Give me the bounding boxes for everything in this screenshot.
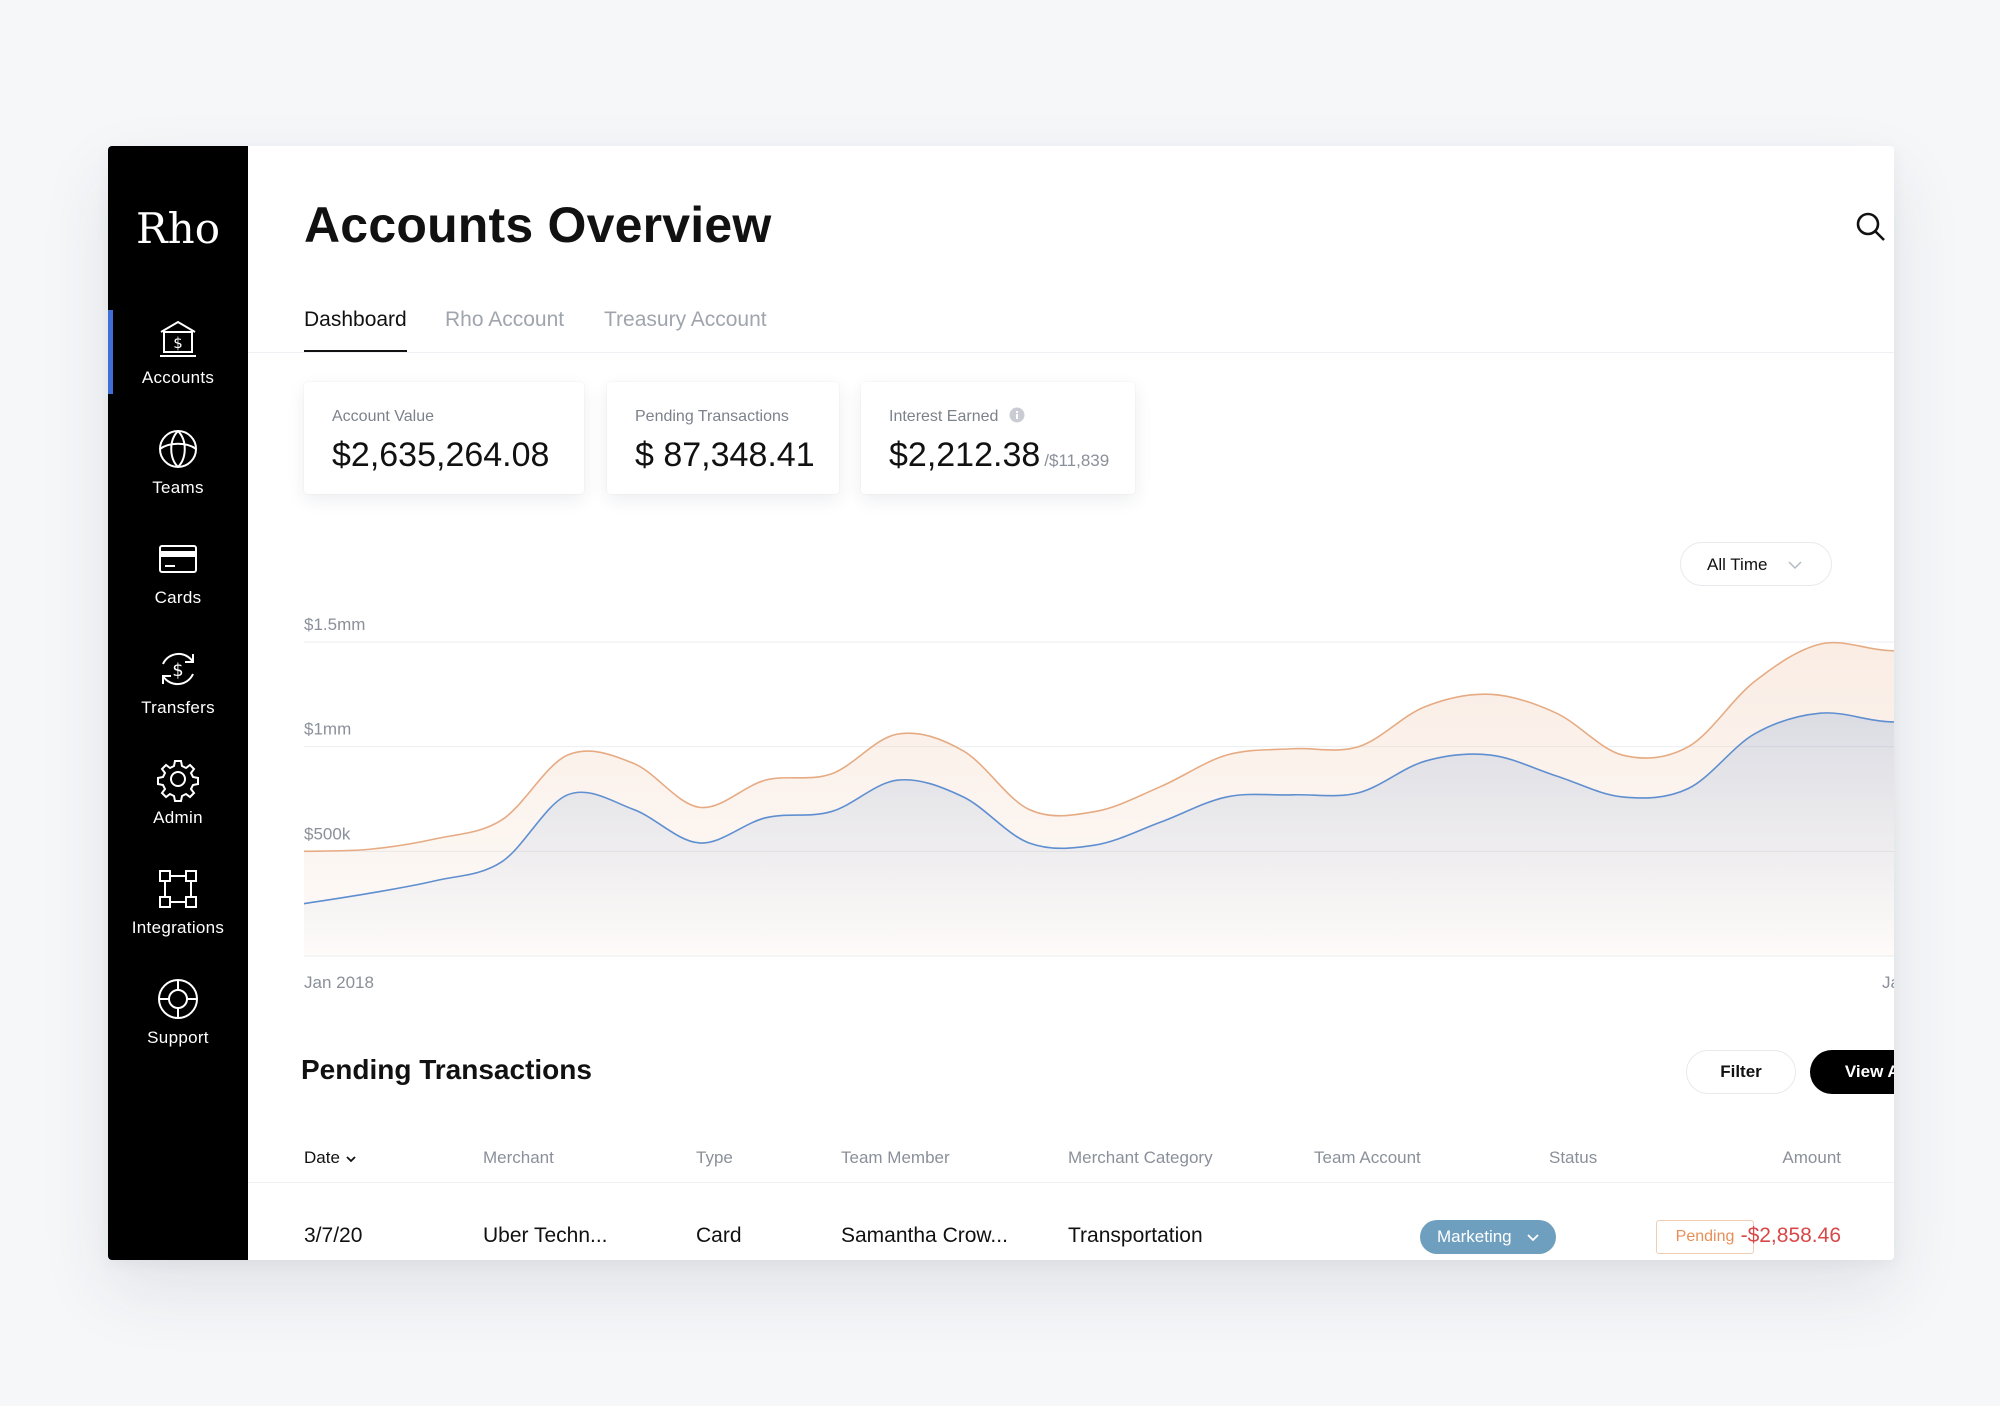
bank-icon: $	[160, 320, 196, 357]
column-header-merchant-category: Merchant Category	[1068, 1148, 1213, 1167]
cell-amount: -$2,858.46	[1740, 1224, 1841, 1247]
app-window: Rho $ Accounts Teams Cards $	[108, 146, 1894, 1260]
search-icon[interactable]	[1854, 210, 1888, 244]
column-header-type: Type	[696, 1148, 733, 1167]
chevron-down-icon	[1527, 1234, 1539, 1242]
column-header-team-member: Team Member	[841, 1148, 950, 1167]
rho-logo[interactable]: Rho	[136, 204, 220, 253]
sidebar-item-label: Admin	[153, 808, 203, 827]
stat-value-wrap: $2,212.38/$11,839	[889, 436, 1109, 475]
teams-icon	[159, 430, 197, 468]
sidebar-item-label: Cards	[154, 588, 202, 607]
sidebar-item-support[interactable]: Support	[108, 976, 248, 1076]
sidebar-item-integrations[interactable]: Integrations	[108, 866, 248, 966]
sidebar-item-label: Support	[147, 1028, 209, 1047]
y-tick-label: $1.5mm	[304, 615, 365, 634]
sidebar-item-cards[interactable]: Cards	[108, 536, 248, 636]
stat-card-account-value: Account Value $2,635,264.08	[304, 382, 584, 494]
stat-label: Interest Earned	[889, 408, 999, 425]
svg-text:$: $	[172, 660, 183, 681]
svg-text:$: $	[173, 334, 183, 352]
page-title: Accounts Overview	[304, 197, 772, 253]
stat-label: Account Value	[332, 408, 434, 425]
stat-label-wrap: Interest Earned	[889, 407, 1025, 426]
card-icon	[159, 545, 197, 573]
stat-card-pending-transactions: Pending Transactions $ 87,348.41	[607, 382, 839, 494]
tab-rho-account[interactable]: Rho Account	[445, 308, 565, 331]
time-range-label: All Time	[1707, 555, 1768, 574]
chevron-down-icon	[1788, 561, 1802, 570]
cell-team-member: Samantha Crow...	[841, 1224, 1008, 1247]
column-header-label: Date	[304, 1148, 340, 1167]
sidebar-item-admin[interactable]: Admin	[108, 756, 248, 856]
stat-value: $2,635,264.08	[332, 436, 550, 474]
sidebar-item-label: Accounts	[141, 368, 215, 387]
column-header-team-account: Team Account	[1314, 1148, 1421, 1167]
time-range-select[interactable]: All Time	[1680, 542, 1832, 586]
sidebar-item-label: Teams	[152, 478, 204, 497]
stat-card-interest-earned: Interest Earned $2,212.38/$11,839	[861, 382, 1135, 494]
team-account-dropdown[interactable]: Marketing	[1420, 1220, 1556, 1254]
x-tick-label: Jan 2018	[304, 973, 374, 992]
tab-treasury-account[interactable]: Treasury Account	[604, 308, 767, 331]
table-divider	[248, 1182, 1894, 1183]
cell-date: 3/7/20	[304, 1224, 363, 1247]
cell-merchant: Uber Techn...	[483, 1224, 608, 1247]
sidebar-item-label: Transfers	[141, 698, 215, 717]
tab-dashboard[interactable]: Dashboard	[304, 308, 407, 353]
x-tick-label: Jan 2020	[1882, 973, 1894, 992]
y-tick-label: $1mm	[304, 720, 351, 739]
info-icon[interactable]	[1009, 407, 1025, 423]
stat-value: $ 87,348.41	[635, 436, 815, 474]
filter-button[interactable]: Filter	[1686, 1050, 1796, 1094]
main-content: Accounts Overview Dashboard Rho Account …	[248, 146, 1894, 1260]
sidebar-item-accounts[interactable]: $ Accounts	[108, 310, 248, 416]
column-header-status: Status	[1549, 1148, 1598, 1167]
y-tick-label: $500k	[304, 824, 351, 843]
tabs-divider	[248, 352, 1894, 353]
cell-merchant-category: Transportation	[1068, 1224, 1203, 1247]
column-header-merchant: Merchant	[483, 1148, 554, 1167]
sidebar: Rho $ Accounts Teams Cards $	[108, 146, 248, 1260]
upper-series-line	[303, 641, 1894, 853]
lower-series-area	[304, 712, 1894, 956]
view-all-button[interactable]: View All	[1810, 1050, 1894, 1094]
stat-sub-value: /$11,839	[1044, 451, 1110, 470]
sidebar-item-teams[interactable]: Teams	[108, 426, 248, 526]
status-badge: Pending	[1656, 1220, 1754, 1254]
lifebuoy-icon	[158, 979, 198, 1019]
sidebar-item-transfers[interactable]: $ Transfers	[108, 646, 248, 746]
cell-type: Card	[696, 1224, 742, 1247]
sidebar-item-label: Integrations	[131, 918, 225, 937]
stat-value: $2,212.38	[889, 436, 1041, 474]
chevron-down-icon	[346, 1155, 356, 1162]
column-header-amount: Amount	[1782, 1148, 1841, 1167]
integrations-icon	[159, 870, 197, 908]
account-value-chart: $1.5mm $1mm $500k Jan 2018 Jan 2020	[303, 615, 1894, 992]
section-title-pending: Pending Transactions	[301, 1054, 592, 1085]
column-header-date[interactable]: Date	[304, 1148, 357, 1168]
stat-label: Pending Transactions	[635, 408, 789, 425]
team-account-label: Marketing	[1437, 1227, 1512, 1246]
lower-series-line	[303, 712, 1894, 905]
transfer-icon: $	[162, 652, 194, 686]
gear-icon	[157, 760, 199, 802]
